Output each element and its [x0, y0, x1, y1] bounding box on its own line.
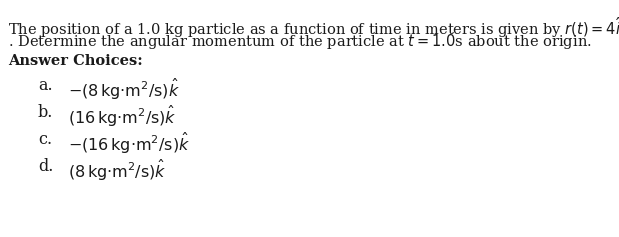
- Text: c.: c.: [38, 131, 52, 148]
- Text: $-(16\,\mathrm{kg{\cdot}m^2/s})\hat{k}$: $-(16\,\mathrm{kg{\cdot}m^2/s})\hat{k}$: [68, 131, 190, 156]
- Text: b.: b.: [38, 104, 53, 121]
- Text: Answer Choices:: Answer Choices:: [8, 54, 143, 68]
- Text: $-(8\,\mathrm{kg{\cdot}m^2/s})\hat{k}$: $-(8\,\mathrm{kg{\cdot}m^2/s})\hat{k}$: [68, 77, 180, 102]
- Text: a.: a.: [38, 77, 53, 94]
- Text: . Determine the angular momentum of the particle at $t =1.0$s about the origin.: . Determine the angular momentum of the …: [8, 32, 592, 51]
- Text: The position of a 1.0 kg particle as a function of time in meters is given by $r: The position of a 1.0 kg particle as a f…: [8, 15, 619, 40]
- Text: $(8\,\mathrm{kg{\cdot}m^2/s})\hat{k}$: $(8\,\mathrm{kg{\cdot}m^2/s})\hat{k}$: [68, 158, 167, 183]
- Text: $(16\,\mathrm{kg{\cdot}m^2/s})\hat{k}$: $(16\,\mathrm{kg{\cdot}m^2/s})\hat{k}$: [68, 104, 177, 129]
- Text: d.: d.: [38, 158, 53, 175]
